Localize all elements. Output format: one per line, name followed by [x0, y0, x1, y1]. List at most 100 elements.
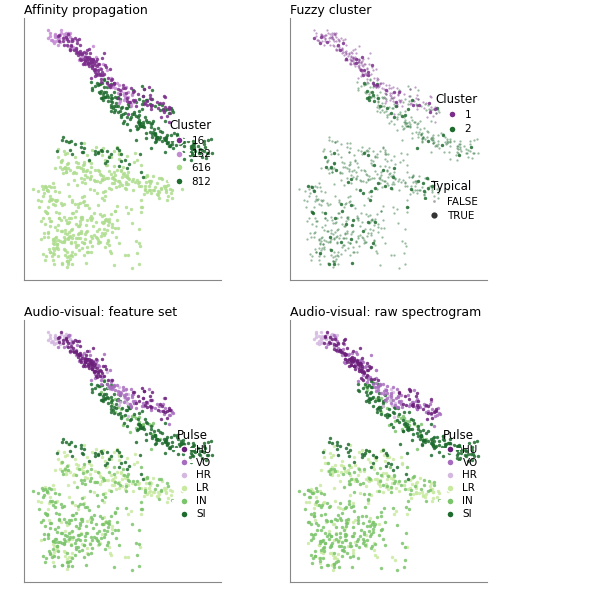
Point	[356, 479, 365, 488]
Point	[146, 185, 155, 194]
Point	[50, 535, 59, 544]
Point	[106, 550, 116, 559]
Point	[195, 450, 205, 460]
Point	[402, 542, 412, 552]
Point	[36, 234, 45, 244]
Point	[335, 513, 345, 523]
Point	[42, 185, 51, 195]
Point	[365, 457, 375, 467]
Point	[121, 183, 130, 193]
Point	[421, 99, 430, 109]
Point	[355, 356, 365, 366]
Point	[187, 141, 197, 151]
Point	[169, 107, 178, 116]
Point	[86, 350, 95, 360]
Point	[165, 117, 174, 127]
Point	[65, 45, 75, 55]
Point	[333, 208, 343, 218]
Point	[392, 521, 402, 530]
Point	[168, 185, 177, 194]
Point	[87, 215, 96, 225]
Point	[88, 57, 97, 67]
Point	[412, 388, 422, 398]
Point	[141, 177, 151, 187]
Point	[45, 247, 55, 257]
Point	[422, 496, 431, 506]
Point	[361, 79, 371, 89]
Point	[160, 106, 169, 115]
Point	[105, 548, 115, 558]
Point	[348, 545, 358, 555]
Point	[349, 200, 358, 210]
Point	[324, 437, 333, 447]
Point	[120, 385, 129, 395]
Point	[352, 356, 361, 365]
Point	[114, 149, 124, 159]
Point	[356, 358, 365, 367]
Point	[327, 467, 336, 477]
Point	[176, 139, 186, 148]
Point	[118, 118, 128, 128]
Point	[118, 110, 128, 119]
Point	[158, 400, 168, 409]
Point	[75, 217, 84, 226]
Point	[440, 435, 449, 445]
Point	[132, 550, 142, 560]
Point	[307, 519, 316, 529]
Point	[68, 36, 77, 46]
Point	[312, 182, 321, 192]
Point	[353, 359, 363, 368]
Point	[110, 477, 120, 487]
Point	[62, 252, 72, 262]
Point	[421, 492, 430, 502]
Point	[90, 185, 99, 195]
Point	[49, 38, 59, 47]
Point	[123, 414, 132, 424]
Point	[86, 512, 96, 522]
Point	[87, 83, 97, 92]
Point	[378, 202, 388, 211]
Point	[351, 57, 361, 67]
Point	[50, 547, 59, 556]
Point	[66, 213, 75, 223]
Point	[95, 389, 105, 399]
Point	[65, 137, 74, 146]
Point	[353, 463, 363, 472]
Point	[113, 88, 123, 98]
Point	[134, 117, 144, 127]
Point	[357, 149, 366, 159]
Point	[315, 536, 324, 546]
Point	[51, 534, 61, 544]
Point	[370, 539, 380, 549]
Point	[139, 119, 148, 128]
Point	[355, 221, 364, 231]
Point	[393, 392, 403, 402]
Point	[134, 94, 144, 104]
Point	[377, 92, 386, 102]
Point	[128, 565, 137, 575]
Point	[200, 142, 210, 151]
Point	[97, 67, 107, 76]
Point	[428, 433, 438, 443]
Point	[314, 553, 324, 563]
Point	[453, 141, 463, 151]
Point	[99, 389, 109, 399]
Point	[346, 360, 356, 370]
Point	[104, 516, 113, 526]
Point	[43, 185, 52, 194]
Point	[165, 419, 174, 428]
Point	[317, 236, 326, 245]
Point	[127, 100, 136, 109]
Point	[382, 167, 391, 176]
Point	[95, 479, 105, 488]
Point	[371, 151, 380, 161]
Point	[352, 211, 362, 220]
Point	[369, 235, 379, 245]
Point	[142, 187, 151, 197]
Point	[412, 400, 421, 410]
Point	[393, 403, 403, 412]
Point	[101, 160, 110, 170]
Point	[383, 474, 392, 484]
Point	[331, 254, 341, 263]
Point	[320, 144, 329, 154]
